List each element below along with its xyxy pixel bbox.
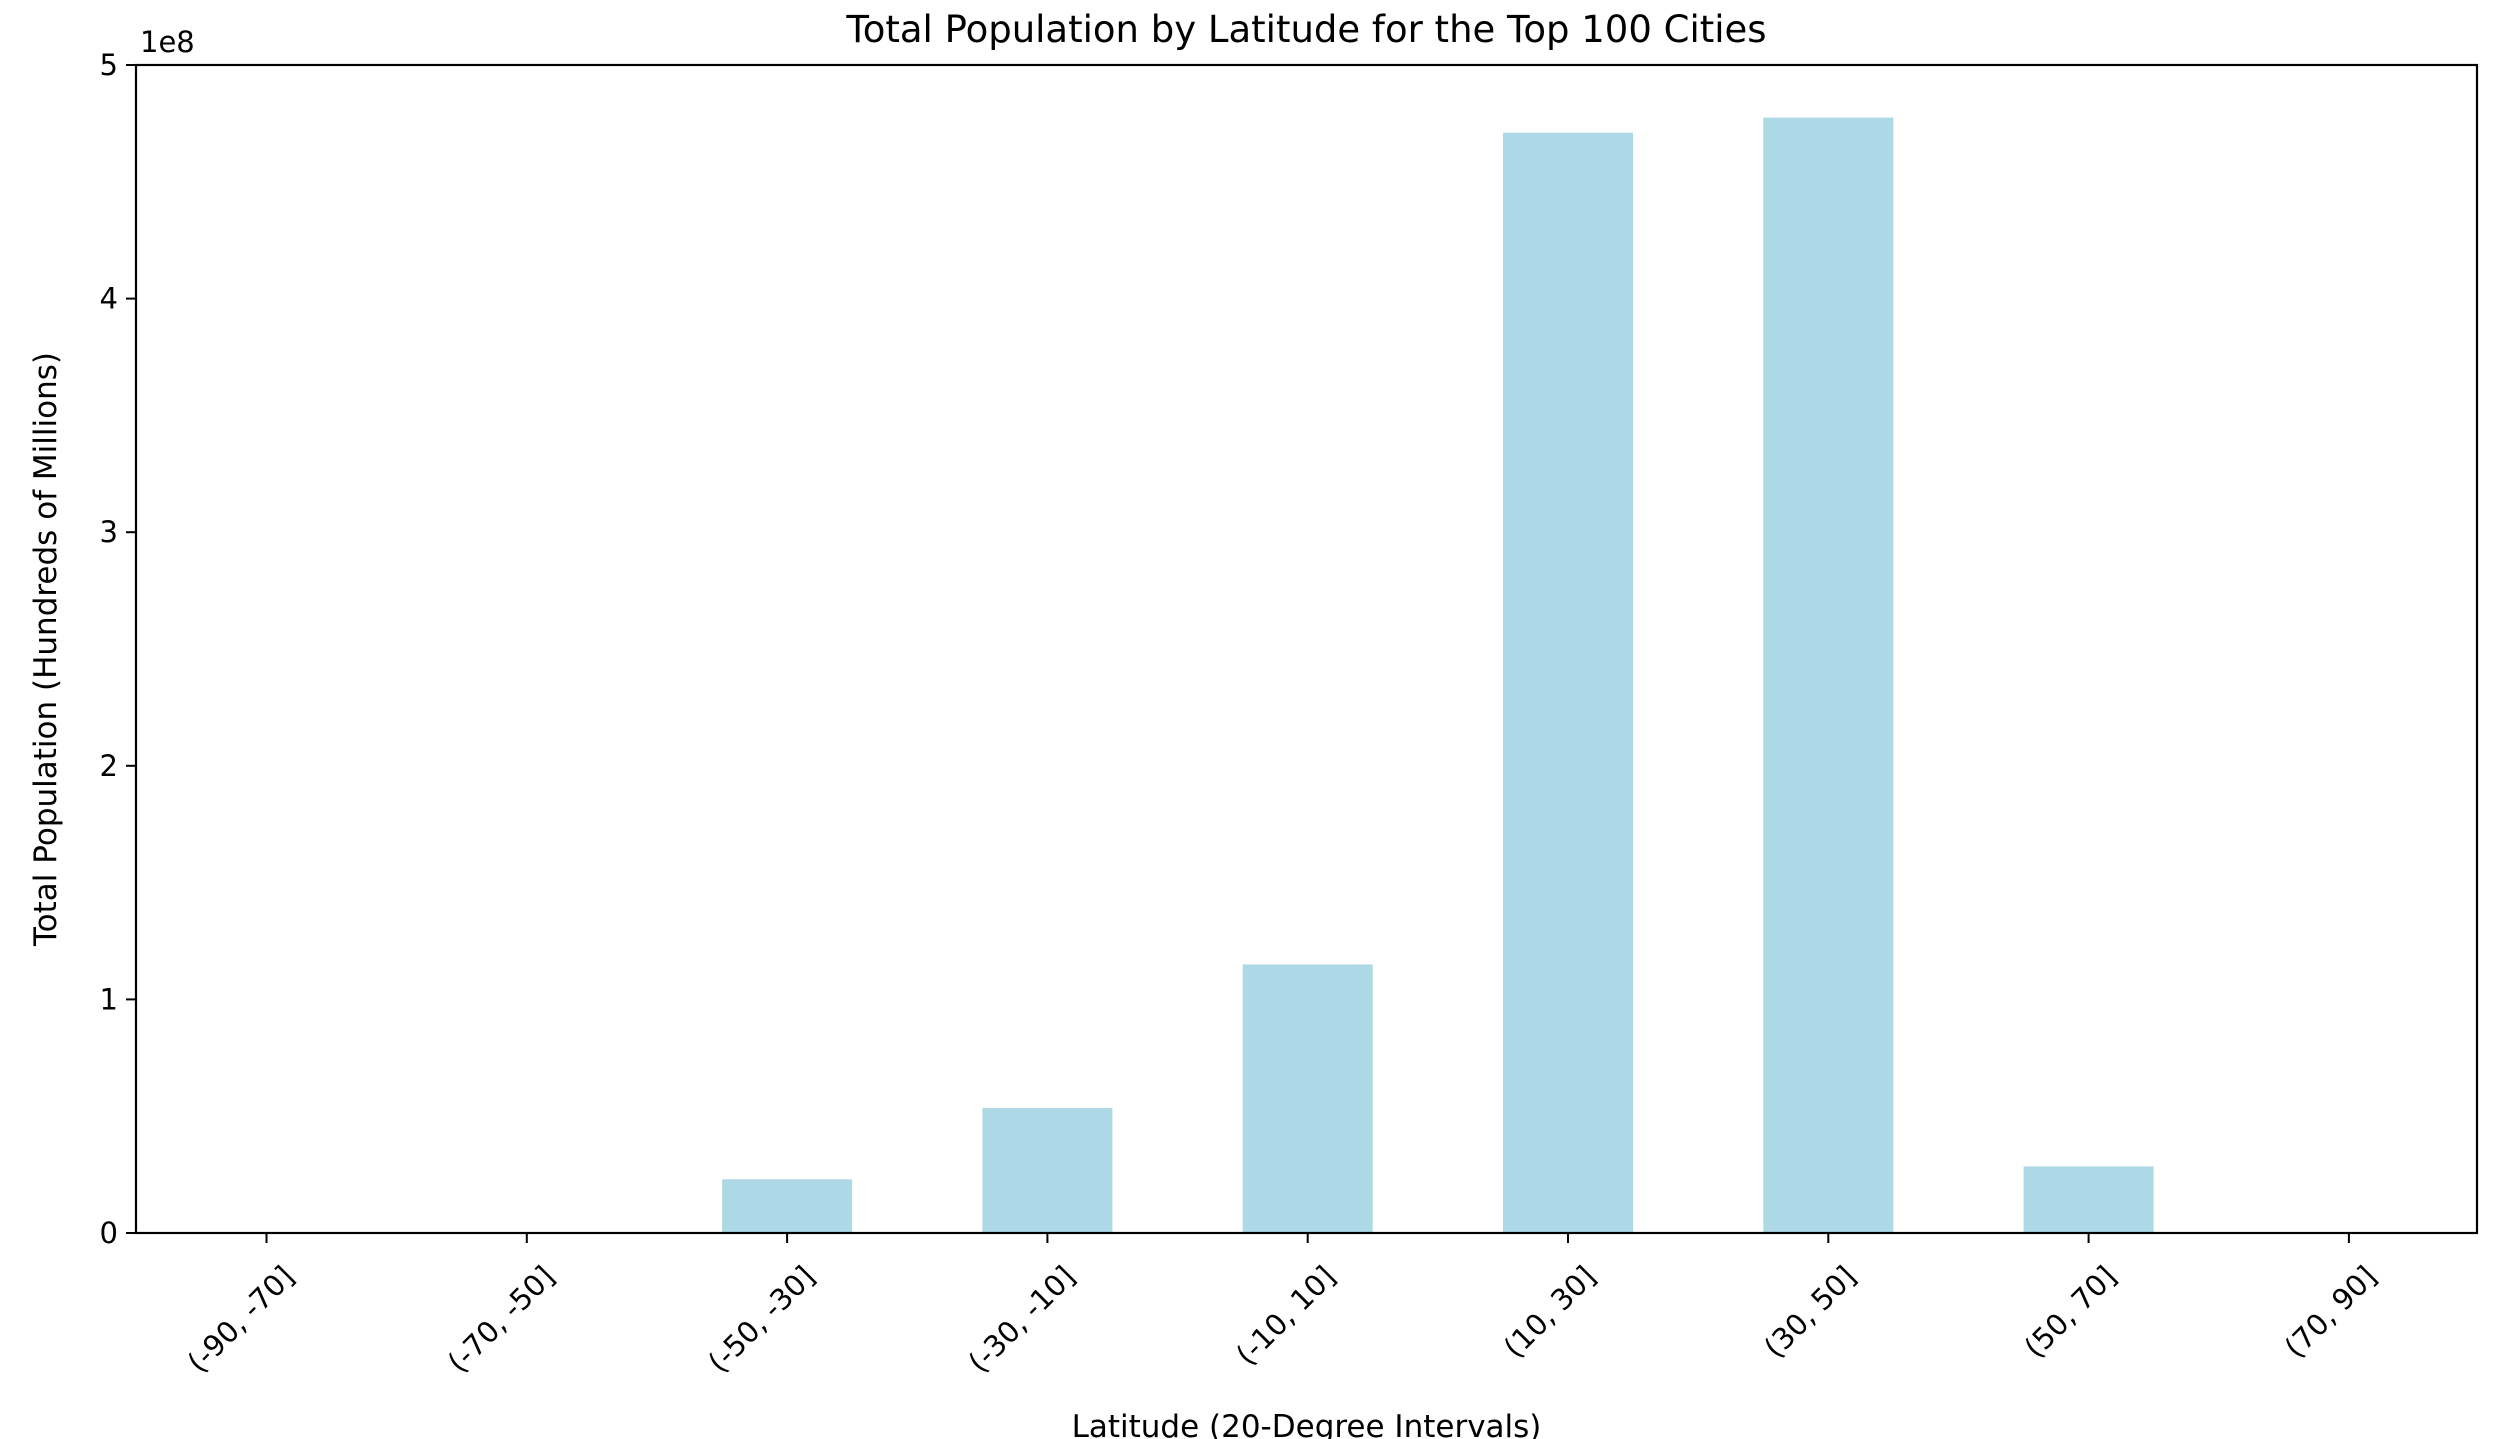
bars-layer bbox=[722, 117, 2154, 1234]
y-axis-offset-label: 1e8 bbox=[140, 25, 195, 59]
bar-7 bbox=[2023, 1166, 2154, 1233]
chart-title: Total Population by Latitude for the Top… bbox=[845, 8, 1766, 51]
y-axis: 0 1 2 3 4 5 bbox=[100, 48, 136, 1250]
x-tick-label-3: (-30, -10] bbox=[962, 1259, 1082, 1379]
bar-2 bbox=[722, 1179, 853, 1233]
x-tick-label-8: (70, 90] bbox=[2278, 1259, 2383, 1364]
y-tick-label-5: 5 bbox=[100, 48, 118, 82]
x-tick-label-7: (50, 70] bbox=[2018, 1259, 2123, 1364]
x-tick-label-4: (-10, 10] bbox=[1229, 1259, 1342, 1372]
x-axis-label: Latitude (20-Degree Intervals) bbox=[1072, 1409, 1542, 1439]
x-tick-label-1: (-70, -50] bbox=[441, 1259, 561, 1379]
bar-4 bbox=[1242, 964, 1373, 1233]
y-axis-label: Total Population (Hundreds of Millions) bbox=[28, 352, 64, 947]
y-tick-label-2: 2 bbox=[100, 749, 118, 783]
bar-6 bbox=[1763, 117, 1894, 1234]
bar-3 bbox=[982, 1108, 1113, 1233]
x-tick-label-6: (30, 50] bbox=[1757, 1259, 1862, 1364]
y-tick-label-0: 0 bbox=[100, 1216, 118, 1250]
y-tick-label-1: 1 bbox=[100, 982, 118, 1016]
y-tick-label-3: 3 bbox=[100, 515, 118, 549]
x-axis: (-90, -70] (-70, -50] (-50, -30] (-30, -10]… bbox=[181, 1233, 2383, 1379]
y-tick-label-4: 4 bbox=[100, 282, 118, 316]
bar-5 bbox=[1503, 132, 1633, 1234]
x-tick-label-2: (-50, -30] bbox=[701, 1259, 821, 1379]
plot-frame bbox=[134, 63, 2479, 1235]
x-tick-label-0: (-90, -70] bbox=[181, 1259, 301, 1379]
x-tick-label-5: (10, 30] bbox=[1497, 1259, 1602, 1364]
